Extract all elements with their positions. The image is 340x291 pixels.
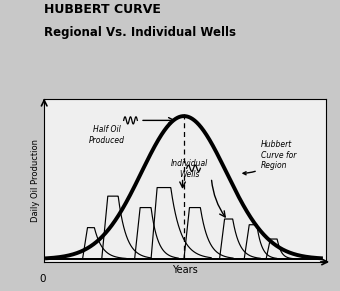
Text: HUBBERT CURVE: HUBBERT CURVE bbox=[44, 3, 161, 16]
Text: Hubbert
Curve for
Region: Hubbert Curve for Region bbox=[243, 140, 296, 175]
X-axis label: Years: Years bbox=[172, 265, 198, 275]
Text: Individual
Wells: Individual Wells bbox=[171, 159, 208, 179]
Text: 0: 0 bbox=[39, 274, 46, 284]
Y-axis label: Daily Oil Production: Daily Oil Production bbox=[31, 139, 40, 222]
Text: Half Oil
Produced: Half Oil Produced bbox=[89, 125, 125, 146]
Text: Regional Vs. Individual Wells: Regional Vs. Individual Wells bbox=[44, 26, 236, 39]
